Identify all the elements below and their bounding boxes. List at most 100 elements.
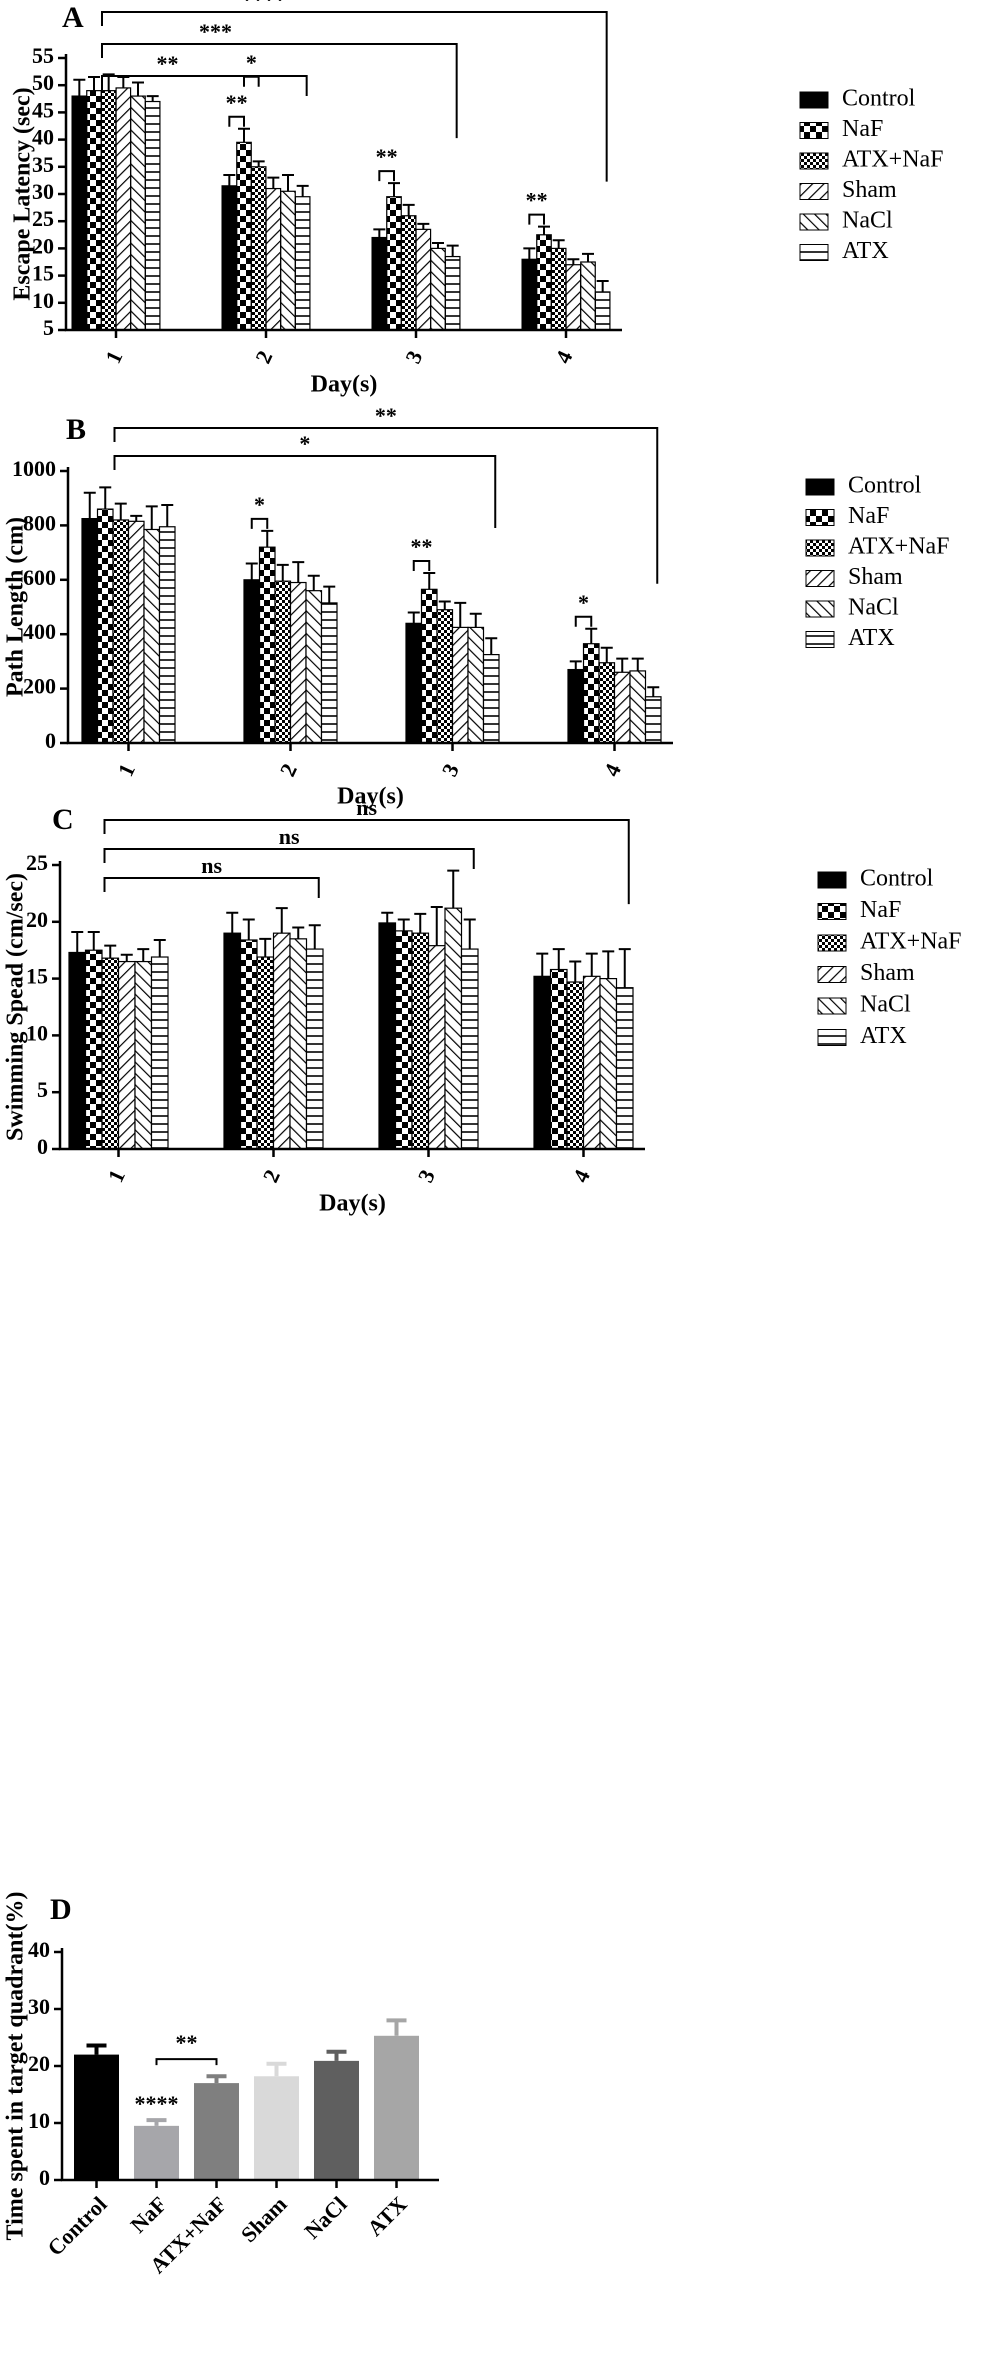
panel-letter: D [50, 1893, 72, 1926]
bar-atx-naf-day-3 [400, 215, 417, 331]
y-tick-label: 20 [32, 233, 54, 258]
y-tick-label: 15 [26, 964, 48, 989]
error-bar [104, 944, 117, 959]
error-bar [275, 907, 288, 934]
panel-b-path-length-chart: B 0 200 400 600 800 1000 1 2 3 4 Day(s) Path Length … [3, 403, 950, 809]
error-bar [99, 486, 112, 510]
legend-label: NaF [860, 897, 901, 923]
legend-label: ATX [848, 625, 895, 651]
y-tick-label: 800 [23, 510, 56, 535]
y-tick-label: 20 [28, 2051, 50, 2076]
y-tick-label: 10 [28, 2108, 50, 2133]
bar-atx-naf-day-1 [101, 957, 120, 1150]
error-bar [402, 203, 415, 216]
bar-atx-day-4 [615, 987, 634, 1150]
y-tick-label: 50 [32, 70, 54, 95]
bar-atx-naf-day-1 [112, 519, 130, 744]
bar-nacl-day-4 [599, 977, 618, 1150]
error-bar [552, 948, 565, 970]
bar-control-day-4 [567, 668, 585, 744]
bar-naf-day-4 [549, 968, 568, 1150]
error-bar [266, 2061, 287, 2077]
legend-label: Control [842, 86, 916, 112]
panel-c-swimming-speed-chart: C 0 5 10 15 20 25 1 2 3 4 Day(s) Swimming Spead (cm/… [3, 795, 962, 1216]
error-bar [386, 2018, 407, 2036]
y-tick-label: 30 [28, 1994, 50, 2019]
panel-letter: C [52, 803, 74, 836]
error-bar [308, 924, 321, 950]
error-bar [569, 660, 582, 670]
x-tick-label: NaCl [299, 2191, 351, 2243]
bar-atx-naf-day-2 [250, 166, 267, 331]
error-bar [146, 95, 159, 102]
error-bar [447, 869, 460, 909]
bar-sham-day-1 [115, 87, 132, 331]
x-tick-label: NaF [125, 2191, 171, 2237]
legend-label: ATX+NaF [842, 147, 944, 173]
legend-swatch-nacl [817, 997, 847, 1015]
legend-swatch-naf [799, 122, 829, 139]
bar-naf [134, 2125, 179, 2180]
error-bar [536, 952, 549, 977]
bar-sham-day-1 [117, 960, 136, 1150]
error-bar [463, 918, 476, 950]
y-tick-label: 20 [26, 907, 48, 932]
error-bar [631, 657, 644, 671]
bar-sham-day-4 [582, 975, 601, 1150]
legend-swatch-atx [805, 631, 835, 648]
y-axis-title: Swimming Spead (cm/sec) [3, 873, 29, 1141]
error-bar [647, 686, 660, 697]
x-tick-label: 3 [413, 1166, 440, 1187]
error-bar [261, 529, 274, 548]
error-bar [223, 173, 236, 186]
legend-swatch-sham [817, 966, 847, 983]
error-bar [397, 918, 410, 931]
bar-atx-day-2 [294, 196, 311, 331]
bar-atx-naf-day-4 [566, 981, 585, 1150]
pair-significance-label: * [578, 590, 589, 615]
x-tick-label: Sham [236, 2191, 292, 2247]
bar-nacl-day-2 [289, 938, 308, 1150]
error-bar [432, 241, 444, 249]
bar-naf-day-4 [536, 234, 552, 331]
error-bar [616, 657, 629, 673]
error-bar [430, 906, 443, 946]
significance-bracket [103, 848, 475, 869]
significance-label: *** [199, 19, 232, 44]
bar-atx-day-4 [644, 696, 662, 744]
error-bar [87, 931, 100, 951]
legend-swatch-naf [805, 509, 835, 526]
legend-swatch-nacl [799, 213, 829, 231]
y-tick-label: 0 [45, 728, 56, 753]
error-bar [242, 918, 255, 940]
x-tick-label: 1 [113, 760, 140, 781]
error-bar [102, 73, 115, 91]
y-tick-label: 15 [32, 261, 54, 286]
x-axis-title: Day(s) [319, 1191, 386, 1217]
significance-bracket [113, 427, 659, 584]
bar-atx-day-2 [305, 948, 324, 1150]
x-tick-label: 1 [100, 347, 127, 368]
bar-sham [254, 2076, 299, 2180]
x-axis-title: Day(s) [337, 784, 404, 810]
y-tick-label: 400 [23, 619, 56, 644]
bar-nacl-day-1 [130, 95, 146, 331]
bar-naf-day-4 [582, 643, 600, 744]
error-bar [238, 127, 250, 143]
significance-bracket [101, 11, 608, 182]
error-bar [618, 948, 631, 988]
pair-bracket [243, 75, 260, 87]
pair-significance-label: ** [226, 90, 248, 115]
bar-nacl-day-3 [467, 626, 485, 744]
error-bar [114, 502, 127, 520]
legend-label: NaF [842, 116, 883, 142]
error-bar [161, 504, 174, 527]
error-bar [73, 78, 86, 97]
bar-atx-day-3 [482, 653, 500, 744]
x-tick-label: 4 [550, 347, 577, 368]
y-tick-label: 45 [32, 97, 54, 122]
error-bar [323, 585, 336, 603]
error-bar [602, 950, 615, 979]
